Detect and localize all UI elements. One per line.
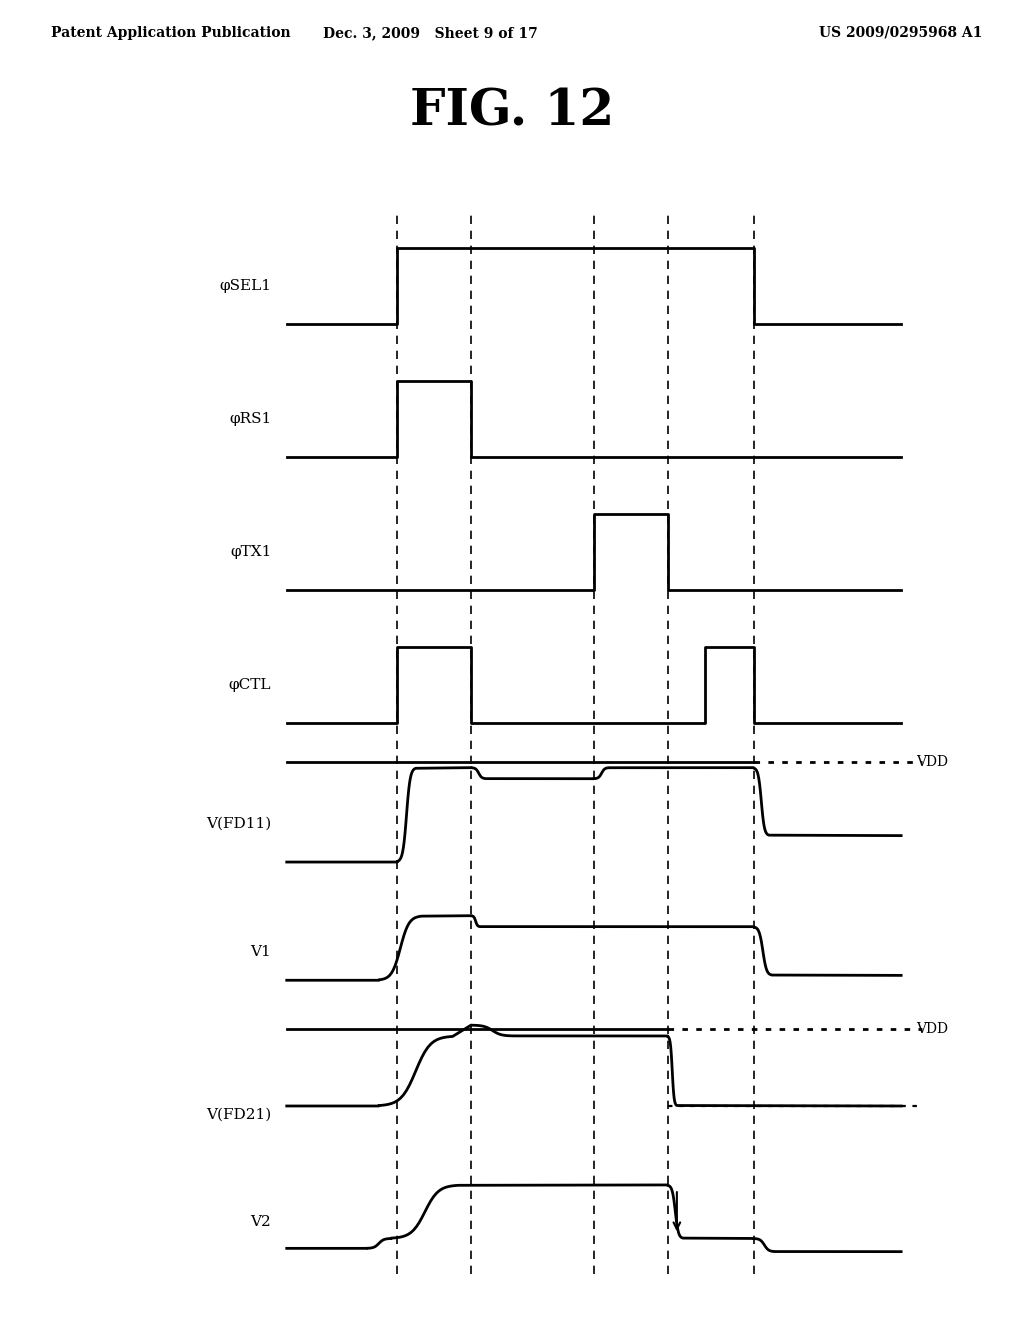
Text: V1: V1: [251, 945, 271, 960]
Text: Patent Application Publication: Patent Application Publication: [51, 26, 291, 40]
Text: φRS1: φRS1: [229, 412, 271, 426]
Text: V(FD21): V(FD21): [206, 1107, 271, 1122]
Text: V(FD11): V(FD11): [206, 817, 271, 830]
Text: φCTL: φCTL: [228, 677, 271, 692]
Text: FIG. 12: FIG. 12: [410, 87, 614, 137]
Text: Dec. 3, 2009   Sheet 9 of 17: Dec. 3, 2009 Sheet 9 of 17: [323, 26, 538, 40]
Text: V2: V2: [251, 1214, 271, 1229]
Text: φTX1: φTX1: [230, 545, 271, 558]
Text: US 2009/0295968 A1: US 2009/0295968 A1: [819, 26, 983, 40]
Text: VDD: VDD: [916, 1022, 948, 1036]
Text: φSEL1: φSEL1: [219, 280, 271, 293]
Text: VDD: VDD: [916, 755, 948, 768]
